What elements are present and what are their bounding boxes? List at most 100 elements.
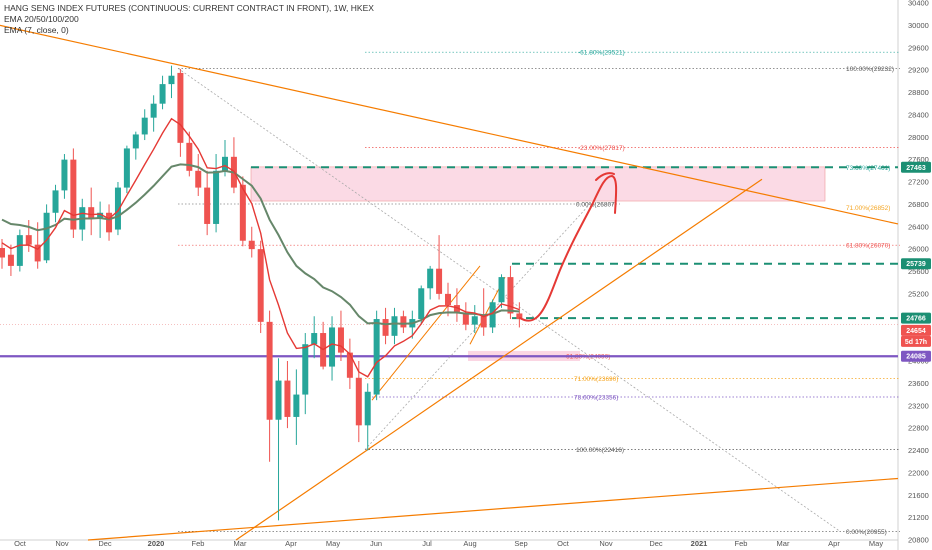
price-tag — [901, 335, 931, 347]
fib-diagonal — [177, 68, 841, 532]
y-tick-label: 23600 — [908, 379, 929, 388]
trendline-down — [0, 24, 899, 225]
candle-body — [70, 159, 77, 230]
y-tick-label: 20800 — [908, 536, 929, 545]
y-tick-label: 22000 — [908, 468, 929, 477]
x-tick-label: 2021 — [691, 539, 708, 548]
x-tick-label: Jun — [370, 539, 382, 548]
price-tag-label: 25739 — [906, 261, 926, 268]
x-tick-label: Mar — [777, 539, 790, 548]
candle-body — [106, 212, 113, 233]
candle-body — [25, 235, 32, 245]
y-tick-label: 23200 — [908, 401, 929, 410]
candle-body — [204, 187, 211, 224]
fib-label: 0.00%(26807) — [576, 201, 617, 208]
candle-body — [400, 316, 407, 328]
x-tick-label: Feb — [735, 539, 748, 548]
candle-body — [373, 319, 380, 395]
ema-20-line — [1, 163, 520, 326]
candle-body — [257, 249, 264, 322]
x-tick-label: Feb — [192, 539, 205, 548]
ema-7-line — [1, 117, 520, 378]
candle-body — [507, 277, 514, 314]
candle-body — [88, 207, 95, 219]
y-tick-label: 29600 — [908, 43, 929, 52]
x-tick-label: Mar — [234, 539, 247, 548]
y-tick-label: 30000 — [908, 21, 929, 30]
fib-label: 0.00%(20955) — [846, 529, 887, 536]
price-tag-label: 27463 — [906, 165, 926, 172]
y-tick-label: 25600 — [908, 267, 929, 276]
y-tick-label: 30400 — [908, 0, 929, 8]
trendline-up-long — [87, 477, 899, 541]
candle-body — [302, 344, 309, 395]
x-tick-label: Dec — [649, 539, 663, 548]
candle-body — [275, 380, 282, 420]
price-tag-label: 24085 — [906, 354, 926, 361]
candle-body — [43, 212, 50, 261]
chart-title: HANG SENG INDEX FUTURES (CONTINUOUS: CUR… — [4, 3, 374, 13]
y-tick-label: 28400 — [908, 110, 929, 119]
candle-body — [0, 248, 5, 258]
price-tag — [901, 312, 931, 324]
candle-body — [453, 305, 460, 314]
y-tick-label: 26000 — [908, 245, 929, 254]
fib-label: 71.00%(23690) — [574, 376, 618, 383]
x-tick-label: Nov — [55, 539, 69, 548]
candle-body — [391, 316, 398, 336]
candle-body — [97, 212, 104, 219]
y-tick-label: 22400 — [908, 446, 929, 455]
y-tick-label: 22800 — [908, 424, 929, 433]
y-tick-label: 26800 — [908, 200, 929, 209]
candle-body — [329, 327, 336, 367]
fib-label: -23.00%(27817) — [578, 145, 625, 152]
y-tick-label: 21200 — [908, 513, 929, 522]
candle-body — [123, 148, 130, 188]
candle-body — [195, 170, 202, 188]
indicator-ema-7: EMA (7, close, 0) — [4, 25, 69, 35]
candle-body — [311, 333, 318, 345]
fib-label: 73.60%(27461) — [846, 165, 890, 172]
candle-body — [445, 293, 451, 306]
candle-body — [516, 313, 523, 320]
candle-body — [114, 187, 121, 230]
fib-label: 61.80%(26070) — [846, 243, 890, 250]
y-tick-label: 28800 — [908, 88, 929, 97]
channel-line — [371, 265, 481, 401]
x-tick-label: Aug — [463, 539, 476, 548]
candle-body — [186, 142, 193, 171]
candle-body — [284, 380, 291, 417]
x-tick-label: Jul — [422, 539, 432, 548]
y-tick-label: 25200 — [908, 289, 929, 298]
y-tick-label: 29200 — [908, 66, 929, 75]
candle-body — [471, 316, 478, 325]
price-tag-label: 24766 — [906, 316, 926, 323]
fib-diagonal — [364, 203, 591, 450]
candle-body — [150, 103, 157, 118]
x-tick-label: Nov — [599, 539, 613, 548]
candle-body — [7, 254, 14, 266]
price-tag-label: 5d 17h — [905, 339, 927, 346]
candle-body — [159, 84, 166, 104]
x-tick-label: Apr — [285, 539, 297, 548]
candle-body — [436, 268, 443, 294]
candle-body — [141, 117, 148, 135]
x-tick-label: Apr — [828, 539, 840, 548]
x-tick-label: Oct — [14, 539, 27, 548]
candle-body — [480, 316, 487, 328]
candle-body — [337, 327, 344, 353]
chart-legend: HANG SENG INDEX FUTURES (CONTINUOUS: CUR… — [4, 3, 374, 36]
candle-body — [293, 394, 300, 417]
candle-body — [61, 159, 68, 191]
indicator-ema-ribbon: EMA 20/50/100/200 — [4, 14, 79, 24]
y-tick-label: 27200 — [908, 178, 929, 187]
x-tick-label: Dec — [98, 539, 112, 548]
candle-body — [266, 321, 273, 420]
price-tag — [901, 258, 931, 270]
candle-body — [355, 377, 362, 426]
projection-arrow-head — [595, 172, 615, 181]
candle-body — [462, 313, 469, 325]
x-tick-label: May — [869, 539, 883, 548]
candle-body — [418, 288, 425, 320]
